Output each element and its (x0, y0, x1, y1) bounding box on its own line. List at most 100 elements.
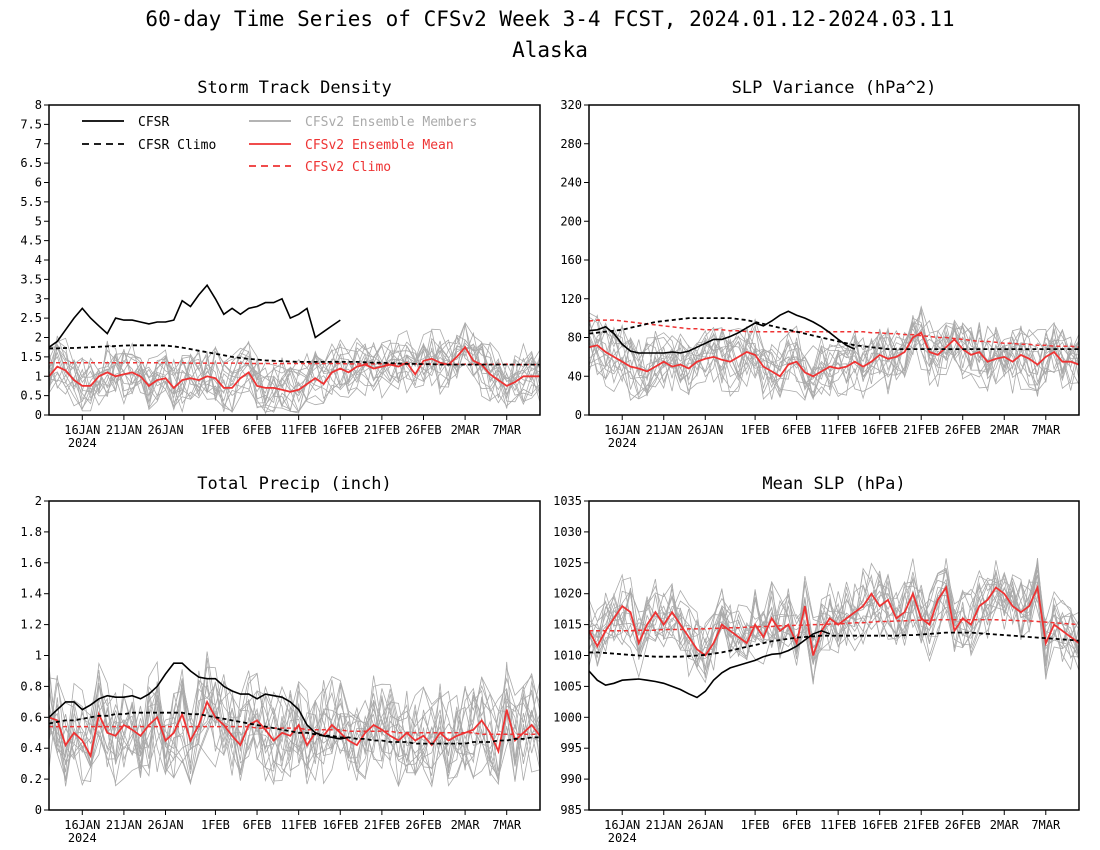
panel-title: Mean SLP (hPa) (762, 474, 905, 494)
x-tick-label: 21FEB (903, 423, 939, 437)
x-tick-label: 26FEB (945, 423, 981, 437)
x-tick-label: 26FEB (405, 423, 441, 437)
y-tick-label: 280 (560, 137, 582, 151)
figure-subtitle: Alaska (512, 38, 588, 62)
ensemble-mean-line (589, 584, 1079, 657)
figure-title: 60-day Time Series of CFSv2 Week 3-4 FCS… (145, 7, 954, 31)
panel-4: Mean SLP (hPa) 985 990 995 1000 1005 1010 1015 1… (553, 474, 1080, 845)
x-tick-label: 16FEB (322, 423, 358, 437)
x-tick-label: 1FEB (201, 818, 230, 832)
member-line (49, 657, 540, 769)
y-tick-label: 0 (35, 803, 42, 817)
x-tick-label: 16FEB (862, 818, 898, 832)
y-tick-label: 3 (35, 292, 42, 306)
x-tick-label: 6FEB (782, 423, 811, 437)
cfsv2-climo-line (49, 361, 540, 366)
y-tick-label: 2.5 (20, 311, 42, 325)
y-tick-label: 2 (35, 331, 42, 345)
y-tick-label: 4.5 (20, 234, 42, 248)
y-tick-label: 1030 (553, 525, 582, 539)
y-tick-label: 1000 (553, 710, 582, 724)
y-tick-label: 7.5 (20, 117, 42, 131)
cfsr-climo-line (589, 631, 1079, 658)
y-tick-label: 160 (560, 253, 582, 267)
x-tick-label: 16JAN (64, 423, 100, 437)
y-tick-label: 1.4 (20, 587, 42, 601)
panel-1: Storm Track Density 0 0.5 1 1.5 2 2.5 3 3.5 4 4.5 5… (20, 78, 541, 450)
ensemble-members (49, 651, 540, 788)
y-tick-label: 5.5 (20, 195, 42, 209)
y-tick-label: 1 (35, 649, 42, 663)
x-tick-label: 2MAR (990, 423, 1020, 437)
panel-2: SLP Variance (hPa^2) 0 40 80 120 160 200 240 280… (560, 78, 1080, 450)
x-tick-label: 7MAR (1031, 423, 1061, 437)
y-tick-label: 990 (560, 772, 582, 786)
x-tick-label: 6FEB (243, 423, 272, 437)
x-tick-label: 16FEB (322, 818, 358, 832)
y-tick-label: 1020 (553, 587, 582, 601)
y-tick-label: 6 (35, 176, 42, 190)
y-tick-label: 240 (560, 176, 582, 190)
x-tick-label: 7MAR (492, 818, 522, 832)
y-tick-label: 1035 (553, 494, 582, 508)
x-tick-label: 21JAN (646, 423, 682, 437)
y-tick-label: 40 (568, 369, 582, 383)
y-tick-label: 1005 (553, 679, 582, 693)
y-tick-label: 120 (560, 292, 582, 306)
member-line (49, 676, 540, 782)
y-tick-label: 1.8 (20, 525, 42, 539)
member-line (589, 564, 1079, 681)
legend-label-members: CFSv2 Ensemble Members (305, 115, 477, 130)
x-year-label: 2024 (68, 831, 97, 845)
y-tick-label: 0.2 (20, 772, 42, 786)
y-tick-label: 2 (35, 494, 42, 508)
x-year-label: 2024 (608, 831, 637, 845)
cfsr-line (589, 629, 831, 699)
y-tick-label: 1.5 (20, 350, 42, 364)
cfsr-climo-line (49, 711, 540, 745)
x-tick-label: 2MAR (451, 818, 481, 832)
x-tick-label: 21JAN (106, 423, 142, 437)
x-tick-label: 1FEB (201, 423, 230, 437)
y-tick-label: 6.5 (20, 156, 42, 170)
x-tick-label: 26FEB (405, 818, 441, 832)
y-tick-label: 7 (35, 137, 42, 151)
x-tick-label: 16FEB (862, 423, 898, 437)
x-tick-label: 7MAR (492, 423, 522, 437)
cfsr-line (589, 310, 856, 354)
y-tick-label: 1010 (553, 649, 582, 663)
ensemble-mean-line (49, 345, 540, 393)
x-tick-label: 16JAN (64, 818, 100, 832)
member-line (589, 305, 1079, 394)
legend-label-cfsr-climo: CFSR Climo (138, 138, 216, 153)
x-tick-label: 1FEB (741, 818, 770, 832)
x-tick-label: 2MAR (990, 818, 1020, 832)
y-tick-label: 985 (560, 803, 582, 817)
member-line (589, 570, 1079, 667)
ensemble-members (589, 558, 1079, 685)
member-line (589, 311, 1079, 399)
x-tick-label: 11FEB (281, 423, 317, 437)
y-tick-label: 8 (35, 98, 42, 112)
cfsv2-climo-line (589, 618, 1079, 632)
cfsv2-climo-line (589, 319, 1079, 348)
member-line (49, 651, 540, 776)
member-line (589, 558, 1079, 660)
x-tick-label: 26JAN (687, 423, 723, 437)
member-line (589, 587, 1079, 680)
y-tick-label: 1025 (553, 556, 582, 570)
x-tick-label: 16JAN (604, 423, 640, 437)
panel-title: Total Precip (inch) (197, 474, 391, 494)
y-tick-label: 0.4 (20, 741, 42, 755)
y-tick-label: 1015 (553, 618, 582, 632)
x-tick-label: 26JAN (147, 423, 183, 437)
plot-frame (48, 500, 541, 811)
plot-frame (48, 104, 541, 416)
legend-label-cfsv2-climo: CFSv2 Climo (305, 160, 391, 175)
member-line (589, 322, 1079, 393)
x-tick-label: 21FEB (364, 818, 400, 832)
x-tick-label: 6FEB (782, 818, 811, 832)
member-line (49, 672, 540, 778)
x-year-label: 2024 (608, 436, 637, 450)
y-tick-label: 0 (35, 408, 42, 422)
